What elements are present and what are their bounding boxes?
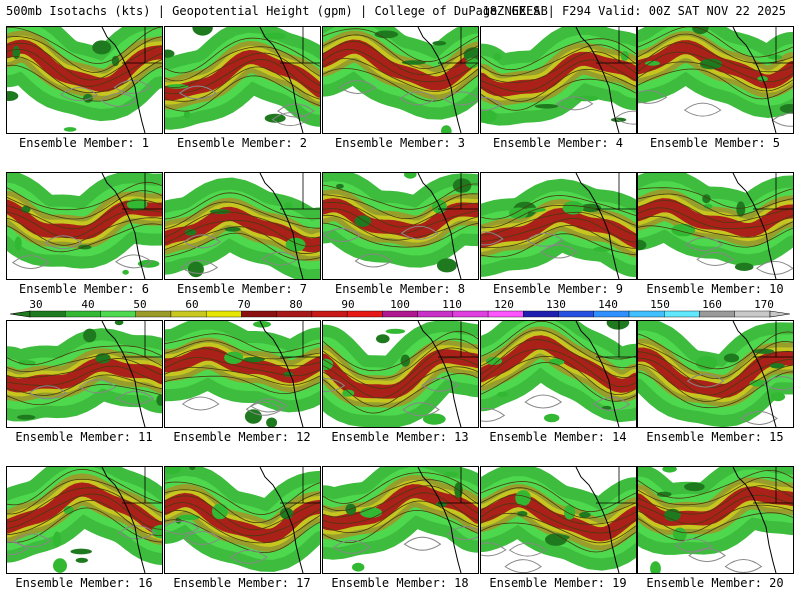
colorbar-tick-label: 110 [442, 298, 462, 311]
colorbar-tick-label: 30 [29, 298, 42, 311]
ensemble-member-label: Ensemble Member: 18 [331, 576, 469, 590]
colorbar-tick-label: 50 [133, 298, 146, 311]
colorbar-segment [628, 310, 665, 318]
header-title: 500mb Isotachs (kts) | Geopotential Heig… [6, 4, 548, 18]
colorbar-segment [65, 310, 101, 318]
colorbar-segment [29, 310, 66, 318]
ensemble-member-label: Ensemble Member: 3 [334, 136, 466, 150]
ensemble-member-map [637, 466, 794, 574]
colorbar-tick-label: 100 [390, 298, 410, 311]
ensemble-member-label: Ensemble Member: 10 [646, 282, 784, 296]
colorbar-segment [205, 310, 242, 318]
ensemble-member-map [637, 320, 794, 428]
colorbar-segment [593, 310, 630, 318]
isotach-colorbar: 30 40 50 60 70 80 90 100 110 120 130 140 150 160 170 [9, 298, 791, 318]
ensemble-member-map [480, 466, 637, 574]
ensemble-member-label: Ensemble Member: 5 [649, 136, 781, 150]
colorbar-segment [311, 310, 348, 318]
ensemble-member-label: Ensemble Member: 12 [173, 430, 311, 444]
ensemble-member-label: Ensemble Member: 20 [646, 576, 784, 590]
colorbar-segment [558, 310, 595, 318]
colorbar-segment [346, 310, 383, 318]
colorbar-segment [417, 310, 454, 318]
ensemble-member-map [164, 466, 321, 574]
colorbar-tick-label: 170 [754, 298, 774, 311]
ensemble-member-label: Ensemble Member: 13 [331, 430, 469, 444]
header-run-info: 18Z GEFS | F294 Valid: 00Z SAT NOV 22 20… [482, 4, 786, 18]
ensemble-member-label: Ensemble Member: 17 [173, 576, 311, 590]
ensemble-member-map [164, 320, 321, 428]
ensemble-member-label: Ensemble Member: 6 [18, 282, 150, 296]
ensemble-member-label: Ensemble Member: 14 [489, 430, 627, 444]
ensemble-member-map [637, 172, 794, 280]
colorbar-tick-label: 40 [81, 298, 94, 311]
colorbar-tick-label: 120 [494, 298, 514, 311]
ensemble-member-map [322, 172, 479, 280]
ensemble-member-label: Ensemble Member: 9 [492, 282, 624, 296]
colorbar-right-arrow [769, 310, 791, 318]
colorbar-tick-label: 160 [702, 298, 722, 311]
ensemble-member-label: Ensemble Member: 15 [646, 430, 784, 444]
ensemble-member-map [322, 320, 479, 428]
ensemble-member-map [637, 26, 794, 134]
colorbar-segment [382, 310, 418, 318]
colorbar-tick-label: 70 [237, 298, 250, 311]
colorbar-segment [276, 310, 313, 318]
colorbar-segment [487, 310, 524, 318]
ensemble-member-label: Ensemble Member: 11 [15, 430, 153, 444]
ensemble-member-map [480, 26, 637, 134]
ensemble-member-label: Ensemble Member: 1 [18, 136, 150, 150]
colorbar-tick-label: 60 [185, 298, 198, 311]
colorbar-tick-label: 130 [546, 298, 566, 311]
ensemble-member-map [6, 172, 163, 280]
ensemble-member-label: Ensemble Member: 4 [492, 136, 624, 150]
ensemble-member-map [322, 26, 479, 134]
colorbar-segment [241, 310, 277, 318]
colorbar-tick-label: 90 [341, 298, 354, 311]
colorbar-segment [699, 310, 735, 318]
colorbar-segment [135, 310, 172, 318]
colorbar-segment [734, 310, 771, 318]
ensemble-member-map [164, 26, 321, 134]
ensemble-member-map [480, 320, 637, 428]
ensemble-member-label: Ensemble Member: 19 [489, 576, 627, 590]
colorbar-tick-label: 80 [289, 298, 302, 311]
ensemble-member-map [6, 26, 163, 134]
ensemble-member-label: Ensemble Member: 2 [176, 136, 308, 150]
ensemble-member-map [6, 466, 163, 574]
colorbar-tick-label: 150 [650, 298, 670, 311]
colorbar-tick-label: 140 [598, 298, 618, 311]
colorbar-segment [452, 310, 489, 318]
colorbar-left-arrow [9, 310, 31, 318]
ensemble-member-label: Ensemble Member: 8 [334, 282, 466, 296]
ensemble-member-map [164, 172, 321, 280]
colorbar-segment [523, 310, 559, 318]
ensemble-member-label: Ensemble Member: 7 [176, 282, 308, 296]
ensemble-member-label: Ensemble Member: 16 [15, 576, 153, 590]
ensemble-member-map [480, 172, 637, 280]
colorbar-segment [170, 310, 207, 318]
ensemble-member-map [6, 320, 163, 428]
colorbar-segment [100, 310, 136, 318]
map-header: 500mb Isotachs (kts) | Geopotential Heig… [0, 0, 800, 20]
ensemble-member-map [322, 466, 479, 574]
colorbar-segment [664, 310, 700, 318]
